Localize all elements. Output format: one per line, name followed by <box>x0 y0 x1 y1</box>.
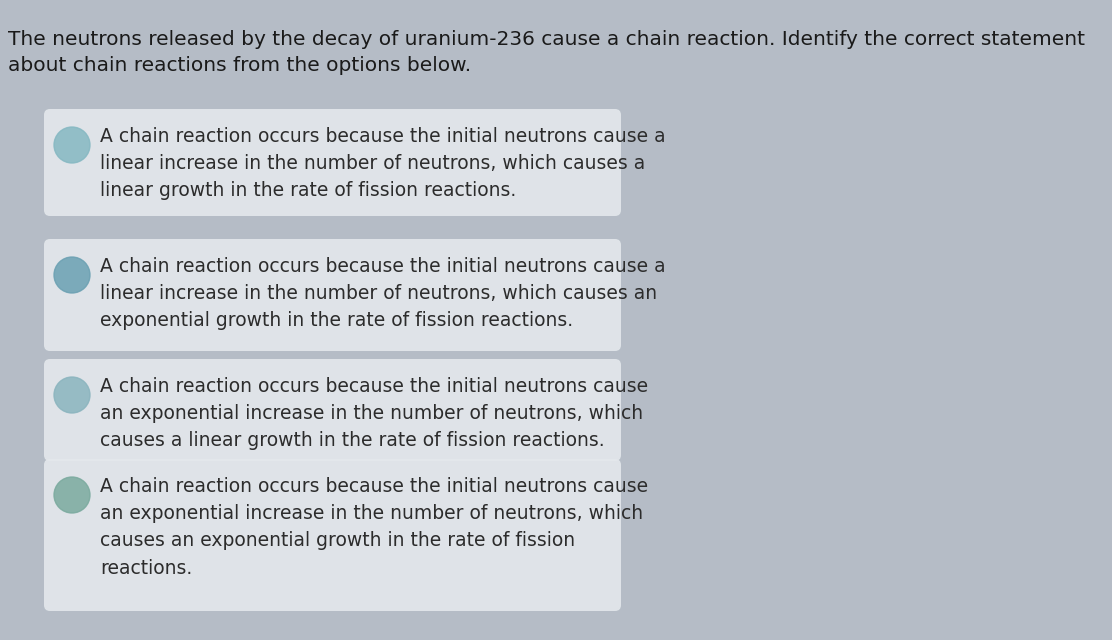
Text: A chain reaction occurs because the initial neutrons cause
an exponential increa: A chain reaction occurs because the init… <box>100 377 648 451</box>
Text: A chain reaction occurs because the initial neutrons cause a
linear increase in : A chain reaction occurs because the init… <box>100 257 666 330</box>
Text: about chain reactions from the options below.: about chain reactions from the options b… <box>8 56 471 75</box>
Ellipse shape <box>54 377 90 413</box>
Text: A chain reaction occurs because the initial neutrons cause a
linear increase in : A chain reaction occurs because the init… <box>100 127 666 200</box>
FancyBboxPatch shape <box>44 459 620 611</box>
Ellipse shape <box>54 127 90 163</box>
FancyBboxPatch shape <box>44 239 620 351</box>
FancyBboxPatch shape <box>44 359 620 461</box>
Ellipse shape <box>54 257 90 293</box>
FancyBboxPatch shape <box>44 109 620 216</box>
Text: The neutrons released by the decay of uranium-236 cause a chain reaction. Identi: The neutrons released by the decay of ur… <box>8 30 1085 49</box>
Text: A chain reaction occurs because the initial neutrons cause
an exponential increa: A chain reaction occurs because the init… <box>100 477 648 578</box>
Ellipse shape <box>54 477 90 513</box>
